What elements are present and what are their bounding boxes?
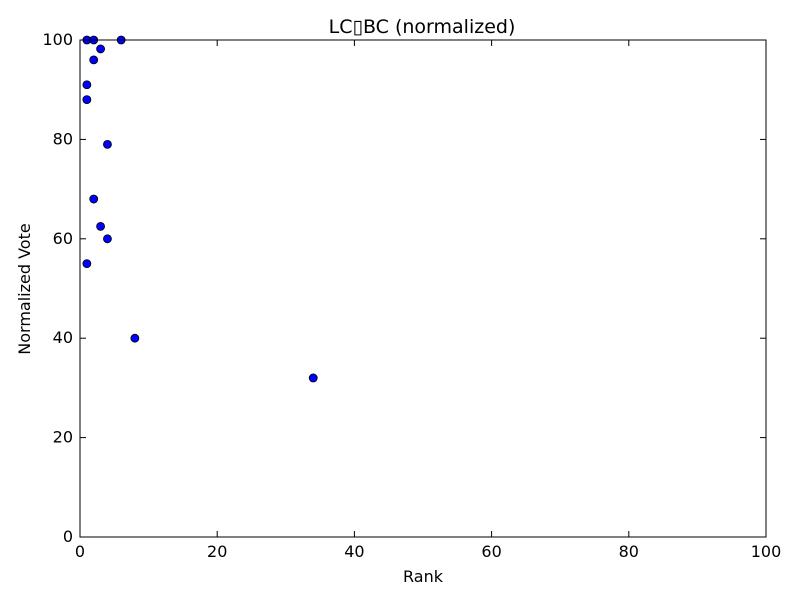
data-point — [103, 234, 112, 244]
x-axis-ticks: 0 20 40 60 80 100 — [75, 40, 781, 561]
x-axis-title: Rank — [403, 567, 444, 586]
x-tick-label: 0 — [75, 542, 85, 561]
data-points — [82, 35, 318, 383]
x-tick-label: 100 — [751, 542, 782, 561]
y-axis-title: Normalized Vote — [15, 223, 34, 354]
y-tick-label: 100 — [42, 30, 73, 49]
x-tick-label: 20 — [207, 542, 227, 561]
data-point — [82, 80, 92, 90]
data-point — [82, 95, 92, 105]
x-tick-label: 60 — [481, 542, 501, 561]
chart-title: LC▯BC (normalized) — [329, 16, 516, 38]
data-point — [89, 55, 99, 65]
data-point — [82, 259, 92, 269]
y-tick-label: 0 — [63, 527, 73, 546]
data-point — [103, 139, 112, 149]
y-tick-label: 60 — [53, 229, 73, 248]
data-point — [96, 44, 105, 54]
data-point — [96, 221, 105, 231]
y-tick-label: 80 — [53, 129, 73, 148]
x-tick-label: 80 — [619, 542, 639, 561]
data-point — [130, 333, 140, 343]
y-axis-ticks: 0 20 40 60 80 100 — [42, 30, 766, 546]
x-tick-label: 40 — [344, 542, 364, 561]
plot-frame — [79, 39, 767, 538]
data-point — [308, 373, 318, 383]
data-point — [89, 194, 99, 204]
y-tick-label: 20 — [53, 428, 73, 447]
y-tick-label: 40 — [53, 328, 73, 347]
